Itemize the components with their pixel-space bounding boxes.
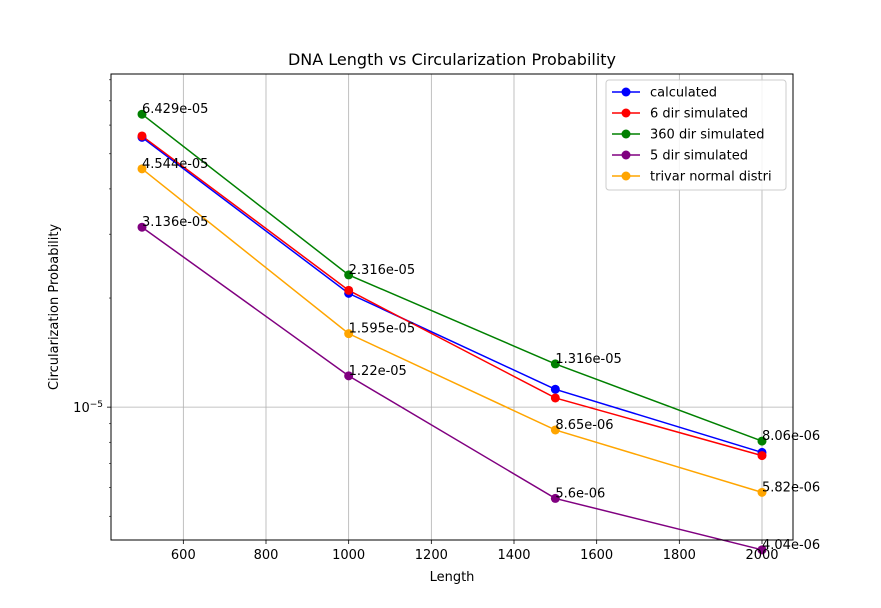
series-line-4 [141,168,763,494]
data-label: 8.06e-06 [762,429,820,444]
data-point [550,359,560,369]
legend-entry: 360 dir simulated [650,128,765,143]
series-points [137,109,767,555]
data-point [344,270,354,280]
data-label: 1.595e-05 [349,322,415,337]
x-tick-label: 1800 [663,548,696,563]
data-point [757,487,767,497]
series-line-0 [141,136,763,454]
legend-entry: 5 dir simulated [650,149,748,164]
data-label: 4.04e-06 [762,538,820,553]
x-tick-label: 1200 [415,548,448,563]
data-label: 8.65e-06 [555,418,613,433]
data-point [137,164,147,174]
legend-entry: calculated [650,86,717,101]
data-label: 4.544e-05 [142,157,208,172]
series-line-1 [141,135,763,457]
series-line-3 [141,226,763,551]
annotations: 6.429e-05 4.544e-05 3.136e-05 2.316e-05 1.59… [142,102,820,553]
y-tick-label: 10−5 [73,400,103,416]
x-tick-label: 600 [171,548,196,563]
x-tick-label: 1600 [580,548,613,563]
y-axis-ticks: 10−5 [73,79,111,517]
legend-marker [621,87,631,97]
series-lines [141,113,763,551]
data-point [550,425,560,435]
data-point [550,384,560,394]
data-point [757,545,767,555]
legend-box [605,79,787,191]
y-axis-title: Circularization Probability [47,224,62,391]
chart-title: DNA Length vs Circularization Probabilit… [288,50,616,69]
data-label: 3.136e-05 [142,215,208,230]
x-tick-label: 800 [254,548,279,563]
legend-entry: trivar normal distri [650,170,772,185]
x-tick-label: 1000 [332,548,365,563]
legend-marker [621,129,631,139]
legend-entry: 6 dir simulated [650,107,748,122]
x-axis-title: Length [430,570,475,585]
x-axis-ticks: 600 800 1000 1200 1400 1600 1800 2000 [171,540,779,563]
data-label: 1.22e-05 [349,364,407,379]
data-point [344,329,354,339]
data-label: 2.316e-05 [349,263,415,278]
data-point [344,285,354,295]
data-point [757,451,767,461]
plot-frame [110,73,794,541]
legend: calculated 6 dir simulated 360 dir simulat… [605,79,787,191]
data-point [344,371,354,381]
data-point [550,493,560,503]
data-point [550,393,560,403]
x-tick-label: 2000 [745,548,778,563]
data-label: 6.429e-05 [142,102,208,117]
data-label: 5.82e-06 [762,480,820,495]
legend-marker [621,171,631,181]
data-point [137,109,147,119]
data-label: 5.6e-06 [555,486,605,501]
data-label: 1.316e-05 [555,352,621,367]
data-point [137,222,147,232]
data-point [757,436,767,446]
data-point [137,131,147,141]
series-line-2 [141,113,763,442]
legend-marker [621,108,631,118]
x-tick-label: 1400 [497,548,530,563]
legend-marker [621,150,631,160]
